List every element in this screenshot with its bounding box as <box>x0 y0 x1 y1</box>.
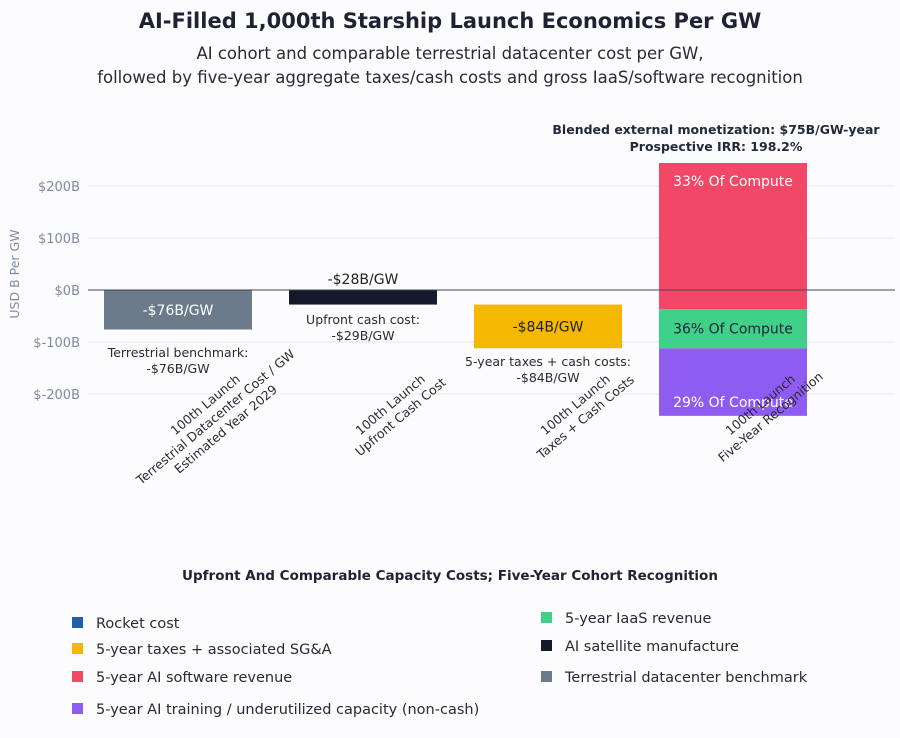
bar-label: -$28B/GW <box>328 272 399 288</box>
bar-note: Upfront cash cost: -$29B/GW <box>306 312 420 343</box>
y-tick-label: $200B <box>38 180 80 195</box>
bar-label: 33% Of Compute <box>673 174 793 190</box>
irr-annotation: Prospective IRR: 198.2% <box>630 139 803 154</box>
legend-item: AI satellite manufacture <box>541 639 739 655</box>
legend-item: 5-year taxes + associated SG&A <box>72 642 332 658</box>
bar-note-line: -$84B/GW <box>516 370 579 385</box>
bar <box>659 309 807 349</box>
bars <box>104 163 807 416</box>
bar-note-line: Upfront cash cost: <box>306 312 420 327</box>
y-tick-label: $-200B <box>33 388 80 403</box>
y-axis-label: USD B Per GW <box>7 229 22 318</box>
legend-label: AI satellite manufacture <box>565 639 739 655</box>
bar-label: -$84B/GW <box>513 319 584 335</box>
legend-label: 5-year taxes + associated SG&A <box>96 642 332 658</box>
chart-subtitle-line-1: AI cohort and comparable terrestrial dat… <box>196 44 703 63</box>
chart-title: AI-Filled 1,000th Starship Launch Econom… <box>139 9 762 33</box>
legend-swatch <box>72 703 83 714</box>
legend-item: 5-year IaaS revenue <box>541 611 711 627</box>
y-tick-label: $100B <box>38 232 80 247</box>
bar-label: 29% Of Compute <box>673 395 793 411</box>
bar-note: 5-year taxes + cash costs: -$84B/GW <box>465 354 631 385</box>
legend-item: Rocket cost <box>72 616 180 632</box>
x-tick-label: 100th LaunchUpfront Cash Cost <box>342 362 449 459</box>
bar <box>104 290 252 330</box>
legend: Rocket cost 5-year taxes + associated SG&… <box>72 611 808 718</box>
legend-item: Terrestrial datacenter benchmark <box>541 670 808 686</box>
legend-item: 5-year AI software revenue <box>72 670 292 686</box>
bar-label: -$76B/GW <box>143 303 214 319</box>
legend-swatch <box>72 671 83 682</box>
y-tick-label: $-100B <box>33 336 80 351</box>
bar <box>474 304 622 349</box>
bar-note-line: 5-year taxes + cash costs: <box>465 354 631 369</box>
bar-note-line: -$29B/GW <box>331 328 394 343</box>
legend-label: Rocket cost <box>96 616 180 632</box>
legend-item: 5-year AI training / underutilized capac… <box>72 702 479 718</box>
legend-swatch <box>541 671 552 682</box>
legend-swatch <box>541 640 552 651</box>
legend-swatch <box>72 617 83 628</box>
y-axis-ticks: $200B $100B $0B $-100B $-200B <box>33 180 80 403</box>
bar-note-line: -$76B/GW <box>146 361 209 376</box>
legend-label: 5-year AI software revenue <box>96 670 292 686</box>
x-tick-text: 100th LaunchUpfront Cash Cost <box>342 362 449 459</box>
bar <box>659 348 807 416</box>
legend-label: 5-year AI training / underutilized capac… <box>96 702 479 718</box>
legend-swatch <box>72 643 83 654</box>
bar-note: Terrestrial benchmark: -$76B/GW <box>107 345 249 376</box>
x-axis-title: Upfront And Comparable Capacity Costs; F… <box>182 568 718 584</box>
bar-label: 36% Of Compute <box>673 322 793 338</box>
bar <box>289 290 437 305</box>
chart-subtitle-line-2: followed by five-year aggregate taxes/ca… <box>97 68 803 87</box>
y-tick-label: $0B <box>55 284 80 299</box>
legend-label: Terrestrial datacenter benchmark <box>564 670 808 686</box>
legend-label: 5-year IaaS revenue <box>565 611 711 627</box>
legend-swatch <box>541 612 552 623</box>
bar-notes: Terrestrial benchmark: -$76B/GW Upfront ca… <box>107 312 631 385</box>
monetization-annotation: Blended external monetization: $75B/GW-y… <box>552 122 880 137</box>
bar-note-line: Terrestrial benchmark: <box>107 345 249 360</box>
bar-labels: -$76B/GW -$28B/GW -$84B/GW 29% Of Compute 36… <box>143 174 793 411</box>
bar <box>659 163 807 310</box>
